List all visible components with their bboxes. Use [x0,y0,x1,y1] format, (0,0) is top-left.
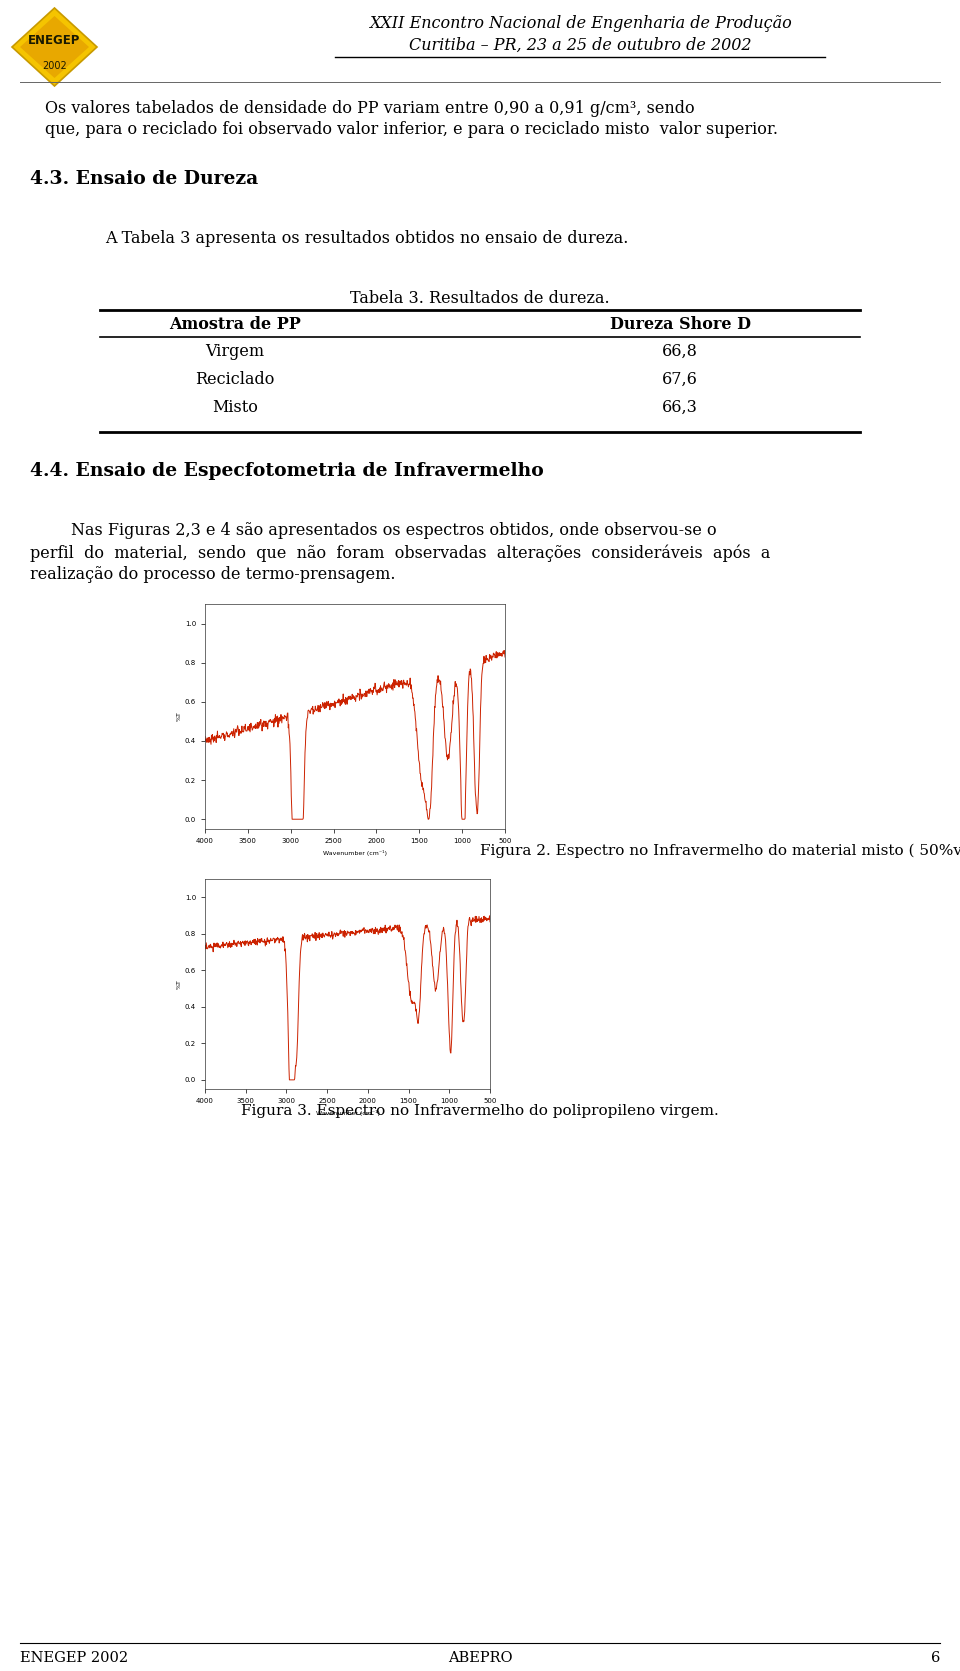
Text: ENEGEP 2002: ENEGEP 2002 [20,1651,128,1664]
Polygon shape [20,17,89,79]
Text: Tabela 3. Resultados de dureza.: Tabela 3. Resultados de dureza. [350,291,610,307]
Text: Curitiba – PR, 23 a 25 de outubro de 2002: Curitiba – PR, 23 a 25 de outubro de 200… [409,37,752,53]
Text: Figura 3. Espectro no Infravermelho do polipropileno virgem.: Figura 3. Espectro no Infravermelho do p… [241,1105,719,1118]
Text: Amostra de PP: Amostra de PP [169,316,300,333]
Text: realização do processo de termo-prensagem.: realização do processo de termo-prensage… [30,566,396,583]
Text: Nas Figuras 2,3 e 4 são apresentados os espectros obtidos, onde observou-se o: Nas Figuras 2,3 e 4 são apresentados os … [30,521,716,540]
Text: Dureza Shore D: Dureza Shore D [610,316,751,333]
X-axis label: Wavenumber (cm⁻¹): Wavenumber (cm⁻¹) [323,849,387,856]
Text: 66,3: 66,3 [662,399,698,416]
Text: XXII Encontro Nacional de Engenharia de Produção: XXII Encontro Nacional de Engenharia de … [369,15,791,32]
Y-axis label: %T: %T [177,979,182,989]
Text: Figura 2. Espectro no Infravermelho do material misto ( 50%virgem e 50% reciclad: Figura 2. Espectro no Infravermelho do m… [480,844,960,859]
X-axis label: Wavenumber (cm⁻¹): Wavenumber (cm⁻¹) [316,1110,379,1116]
Text: 4.3. Ensaio de Dureza: 4.3. Ensaio de Dureza [30,170,258,189]
Polygon shape [12,8,97,85]
Text: 4.4. Ensaio de Especfotometria de Infravermelho: 4.4. Ensaio de Especfotometria de Infrav… [30,461,543,480]
Text: 66,8: 66,8 [662,343,698,359]
Text: A Tabela 3 apresenta os resultados obtidos no ensaio de dureza.: A Tabela 3 apresenta os resultados obtid… [105,231,629,247]
Text: perfil  do  material,  sendo  que  não  foram  observadas  alterações  considerá: perfil do material, sendo que não foram … [30,545,770,561]
Text: Os valores tabelados de densidade do PP variam entre 0,90 a 0,91 g/cm³, sendo: Os valores tabelados de densidade do PP … [45,100,695,117]
Text: 67,6: 67,6 [662,371,698,388]
Text: Virgem: Virgem [205,343,265,359]
Text: Misto: Misto [212,399,258,416]
Text: 6: 6 [930,1651,940,1664]
Y-axis label: %T: %T [177,712,182,722]
Text: que, para o reciclado foi observado valor inferior, e para o reciclado misto  va: que, para o reciclado foi observado valo… [45,120,778,139]
Text: 2002: 2002 [42,62,67,70]
Text: Reciclado: Reciclado [195,371,275,388]
Text: ABEPRO: ABEPRO [447,1651,513,1664]
Text: ENEGEP: ENEGEP [28,33,81,47]
